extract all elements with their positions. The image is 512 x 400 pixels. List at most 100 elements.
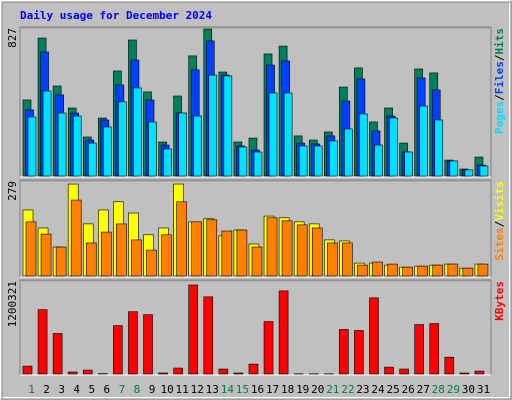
bar	[313, 145, 323, 177]
legend-separator: /	[493, 94, 506, 101]
bar	[223, 75, 233, 177]
bar	[176, 201, 187, 277]
bar	[374, 144, 383, 177]
bar	[429, 323, 440, 375]
bar	[22, 365, 33, 375]
bar	[296, 224, 308, 277]
bar	[399, 368, 409, 375]
x-tick-label: 7	[119, 383, 126, 396]
x-tick-label: 25	[386, 383, 399, 396]
bar	[82, 369, 93, 375]
panel	[19, 279, 492, 376]
bar	[268, 92, 278, 177]
x-tick-label: 9	[149, 383, 156, 396]
x-tick-label: 15	[236, 383, 249, 396]
bar	[146, 249, 157, 277]
bar	[298, 145, 308, 177]
y-tick-label: 827	[6, 28, 19, 48]
bar	[462, 267, 474, 277]
bar	[357, 264, 368, 277]
x-tick-label: 29	[447, 383, 460, 396]
x-tick-label: 22	[341, 383, 354, 396]
bar	[67, 371, 78, 375]
bar	[404, 151, 413, 177]
x-tick-label: 19	[296, 383, 309, 396]
bar	[387, 263, 398, 277]
bar	[103, 126, 112, 177]
bar	[42, 90, 52, 177]
x-tick-label: 1	[28, 383, 35, 396]
bar	[173, 367, 183, 375]
x-tick-label: 21	[326, 383, 339, 396]
bar	[203, 296, 214, 375]
bar	[133, 87, 142, 177]
bar	[221, 230, 233, 277]
bar	[311, 227, 323, 277]
x-tick-label: 3	[58, 383, 65, 396]
bar	[52, 333, 63, 375]
bar	[477, 263, 489, 277]
x-tick-label: 20	[311, 383, 324, 396]
bar	[233, 372, 244, 375]
bar	[417, 265, 428, 277]
legend-entry: Sites	[493, 227, 506, 260]
bar	[283, 92, 293, 177]
bar	[116, 223, 127, 277]
bar	[238, 146, 248, 177]
bar	[113, 325, 123, 375]
legend-entry: KBytes	[493, 281, 506, 321]
legend-entry: Visits	[493, 181, 506, 221]
legend: KBytes	[493, 281, 506, 321]
x-tick-label: 2	[43, 383, 50, 396]
legend: Sites/Visits	[493, 181, 506, 261]
x-tick-label: 5	[88, 383, 95, 396]
bar	[218, 368, 229, 375]
legend-entry: Pages	[493, 101, 506, 134]
bar	[236, 229, 248, 277]
bar	[459, 372, 470, 375]
bar	[281, 220, 293, 277]
bar	[369, 297, 379, 375]
bar	[447, 263, 459, 277]
bar	[251, 246, 263, 277]
bar	[263, 321, 274, 375]
bar	[208, 74, 218, 177]
bar	[85, 242, 97, 277]
bar	[384, 366, 394, 375]
x-tick-label: 13	[206, 383, 219, 396]
bar	[389, 117, 398, 177]
x-tick-label: 12	[191, 383, 204, 396]
bar	[432, 264, 444, 277]
x-tick-label: 27	[417, 383, 430, 396]
x-tick-label: 30	[462, 383, 475, 396]
bar	[278, 290, 289, 375]
bar	[40, 233, 52, 277]
bar	[158, 372, 168, 375]
bar	[402, 266, 413, 277]
bar	[27, 116, 37, 177]
bar	[191, 221, 203, 277]
bar	[193, 115, 203, 177]
bar	[101, 231, 112, 277]
x-tick-label: 16	[251, 383, 264, 396]
y-tick-label: 1200321	[6, 281, 19, 327]
bar	[37, 309, 48, 375]
bar	[419, 105, 428, 177]
bar	[326, 242, 338, 277]
bar	[178, 112, 187, 177]
x-tick-label: 14	[221, 383, 235, 396]
x-tick-label: 23	[356, 383, 369, 396]
legend-separator: /	[493, 220, 506, 227]
bar	[248, 363, 259, 375]
x-tick-label: 4	[73, 383, 80, 396]
x-tick-label: 6	[104, 383, 111, 396]
bar	[118, 101, 127, 177]
legend: Pages/Files/Hits	[493, 28, 506, 134]
bar	[464, 169, 474, 177]
bar	[434, 119, 444, 177]
bar	[131, 239, 142, 277]
bar	[372, 261, 383, 277]
bar	[72, 115, 82, 177]
